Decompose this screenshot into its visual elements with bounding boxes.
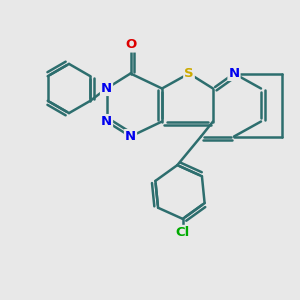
Text: N: N xyxy=(125,130,136,143)
Text: N: N xyxy=(101,82,112,95)
Text: S: S xyxy=(184,67,194,80)
Text: N: N xyxy=(228,67,240,80)
Text: N: N xyxy=(101,115,112,128)
Text: Cl: Cl xyxy=(176,226,190,239)
Text: O: O xyxy=(125,38,136,52)
